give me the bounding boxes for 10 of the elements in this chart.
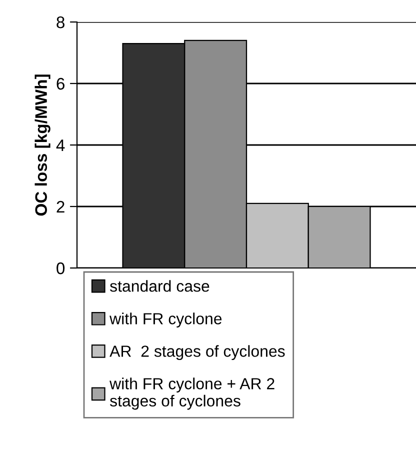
y-tick-label: 4 [56,140,65,152]
legend-label: AR 2 stages of cyclones [110,345,285,360]
y-tick-label: 2 [56,200,64,213]
y-tick-label: 0 [56,262,65,274]
y-axis-title: OC loss [kg/MWh] [34,74,50,216]
legend-label: with FR cyclone + AR 2 stages of cyclones [110,378,274,410]
y-tick-label: 6 [56,78,64,90]
legend-label: with FR cyclone [110,312,222,328]
y-tick-label: 8 [56,16,64,28]
legend-label: standard case [110,280,210,292]
